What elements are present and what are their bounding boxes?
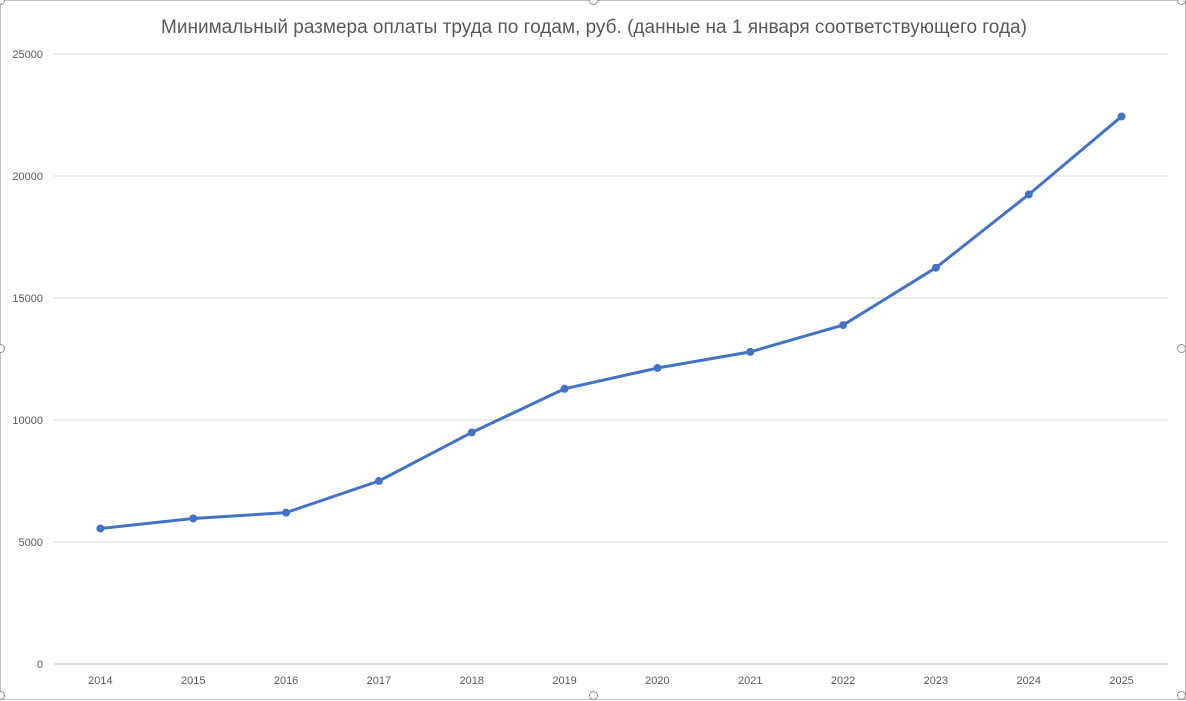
y-tick-label: 15000 — [12, 293, 43, 305]
resize-handle-bottom-center[interactable] — [589, 691, 598, 700]
x-tick-label: 2016 — [274, 675, 298, 687]
data-point — [560, 384, 569, 393]
y-tick-label: 5000 — [19, 537, 43, 549]
x-tick-label: 2021 — [738, 675, 762, 687]
series-layer — [96, 112, 1126, 533]
x-tick-label: 2017 — [367, 675, 391, 687]
x-tick-label: 2024 — [1017, 675, 1041, 687]
chart-title: Минимальный размера оплаты труда по года… — [161, 17, 1027, 38]
data-point — [1024, 190, 1033, 199]
data-point — [467, 428, 476, 437]
data-point — [839, 321, 848, 330]
x-tick-label: 2025 — [1109, 675, 1133, 687]
data-point — [189, 514, 198, 523]
y-axis-tick-labels: 0 5000 10000 15000 20000 25000 — [12, 49, 43, 671]
y-tick-label: 10000 — [12, 415, 43, 427]
resize-handle-top-left[interactable] — [0, 0, 5, 5]
data-point — [374, 477, 383, 485]
series-line — [98, 114, 1124, 530]
data-point — [96, 524, 105, 533]
resize-handle-middle-right[interactable] — [1177, 344, 1186, 353]
y-tick-label: 20000 — [12, 171, 43, 183]
x-tick-label: 2015 — [181, 675, 205, 687]
x-tick-label: 2018 — [460, 675, 484, 687]
resize-handle-top-center[interactable] — [589, 0, 598, 5]
x-tick-label: 2020 — [645, 675, 669, 687]
data-point — [931, 263, 940, 272]
gridlines — [54, 53, 1168, 665]
x-axis-tick-labels: 2014 2015 2016 2017 2018 2019 2020 2021 2022 2023… — [88, 675, 1134, 687]
resize-handle-middle-left[interactable] — [0, 344, 5, 353]
data-point — [746, 347, 755, 356]
data-point — [282, 508, 291, 517]
x-tick-label: 2014 — [88, 675, 112, 687]
data-point — [1117, 112, 1126, 121]
x-tick-label: 2019 — [552, 675, 576, 687]
x-tick-label: 2023 — [924, 675, 948, 687]
x-tick-label: 2022 — [831, 675, 855, 687]
resize-handle-bottom-right[interactable] — [1177, 691, 1186, 700]
data-point — [653, 364, 662, 373]
y-tick-label: 0 — [37, 659, 43, 671]
y-tick-label: 25000 — [12, 49, 43, 61]
